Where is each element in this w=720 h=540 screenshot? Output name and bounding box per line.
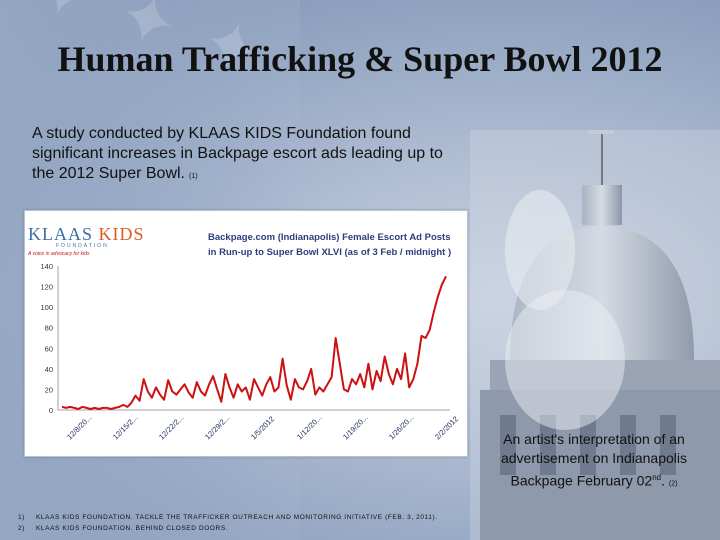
logo-kids: KIDS [98,224,145,244]
chart-title: Backpage.com (Indianapolis) Female Escor… [208,232,452,258]
footnote-1: 1) KLAAS KIDS FOUNDATION. TACKLE THE TRAF… [18,512,438,523]
footnote-1-number: 1) [18,514,25,521]
footnote-2-text: KLAAS KIDS FOUNDATION. BEHIND CLOSED DOO… [36,525,229,532]
intro-text: A study conducted by KLAAS KIDS Foundati… [32,125,443,182]
footnotes: 1) KLAAS KIDS FOUNDATION. TACKLE THE TRAF… [18,512,438,534]
logo-klaas: KLAAS [28,224,94,244]
caption-period: . [661,472,665,489]
logo-tagline: A voice in advocacy for kids [28,251,90,257]
artist-caption: An artist's interpretation of an adverti… [490,430,698,494]
capitol-dome-illustration [470,130,720,540]
footnote-2-number: 2) [18,525,25,532]
footnote-1-text: KLAAS KIDS FOUNDATION. TACKLE THE TRAFFI… [36,514,438,521]
footnote-2: 2) KLAAS KIDS FOUNDATION. BEHIND CLOSED D… [18,523,438,534]
intro-paragraph: A study conducted by KLAAS KIDS Foundati… [32,124,462,187]
klaas-kids-logo: KLAAS KIDS FOUNDATION A voice in advocac… [28,224,158,257]
slide-title: Human Trafficking & Super Bowl 2012 [57,39,663,79]
caption-text: An artist's interpretation of an adverti… [500,431,687,489]
intro-reference: (1) [189,173,198,180]
caption-reference: (2) [668,480,678,488]
caption-superscript: nd [652,473,662,482]
logo-foundation: FOUNDATION [56,243,109,249]
